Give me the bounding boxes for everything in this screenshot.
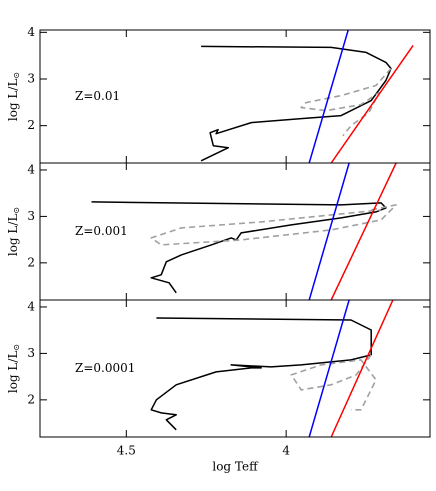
y-axis-label-text: log L/L — [6, 351, 20, 394]
plot-frame — [39, 299, 431, 438]
y-tick-label: 2 — [27, 255, 35, 269]
plot-area — [200, 30, 414, 163]
y-axis-label-sub: ⊙ — [12, 344, 21, 351]
track-line — [330, 163, 397, 300]
dashed-track — [300, 67, 392, 137]
y-tick-label: 4 — [27, 25, 35, 39]
y-tick-label: 3 — [27, 209, 35, 223]
y-tick-label: 4 — [27, 162, 35, 176]
dashed-track — [290, 354, 377, 411]
y-axis-label-text: log L/L — [6, 79, 20, 122]
y-axis-label: log L/L⊙ — [6, 72, 22, 121]
annotation: Z=0.001 — [75, 224, 128, 238]
track-line — [150, 317, 372, 431]
y-axis-label-sub: ⊙ — [12, 72, 21, 79]
dashed-track — [150, 204, 397, 246]
x-tick-label: 4 — [282, 444, 290, 458]
x-tick-label: 4.5 — [117, 444, 136, 458]
y-axis-label: log L/L⊙ — [6, 344, 22, 393]
y-axis-label-sub: ⊙ — [12, 207, 21, 214]
y-axis-label-text: log L/L — [6, 214, 20, 257]
track-line — [200, 45, 392, 162]
annotation: Z=0.0001 — [75, 361, 135, 375]
plot-area — [91, 163, 397, 300]
y-axis-label: log L/L⊙ — [6, 207, 22, 256]
x-axis-label: log Teff — [212, 460, 259, 474]
track-line — [330, 44, 414, 163]
track-line — [308, 300, 350, 437]
annotation: Z=0.01 — [75, 89, 120, 103]
track-line — [308, 30, 349, 163]
y-tick-label: 3 — [27, 72, 35, 86]
y-tick-label: 2 — [27, 392, 35, 406]
plot-area — [150, 300, 394, 437]
track-line — [330, 300, 394, 437]
y-tick-label: 2 — [27, 118, 35, 132]
track-line — [308, 163, 350, 300]
y-tick-label: 4 — [27, 299, 35, 313]
y-tick-label: 3 — [27, 346, 35, 360]
